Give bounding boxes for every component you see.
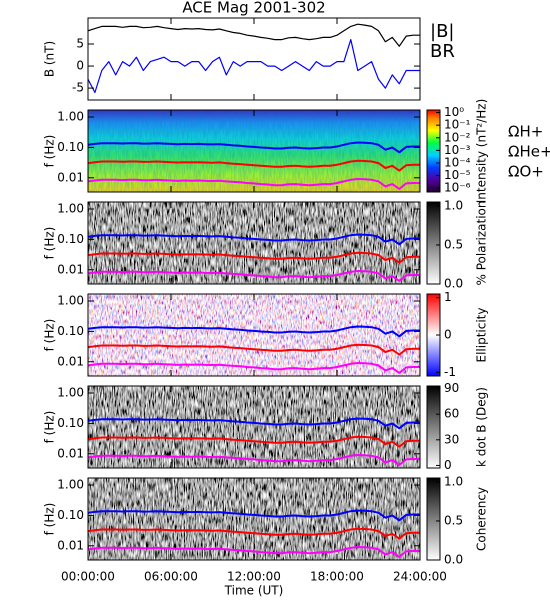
series-line bbox=[88, 509, 420, 522]
colorbar-tick-label: 10⁰ bbox=[444, 105, 464, 119]
y-tick-label: -5 bbox=[72, 81, 84, 95]
y-axis-label: f (Hz) bbox=[43, 319, 57, 352]
colorbar-tick-label: 0.0 bbox=[444, 553, 463, 567]
x-tick-label: 24:00:00 bbox=[393, 570, 447, 584]
y-tick-label: 1.00 bbox=[57, 478, 84, 492]
colorbar-tick-label: 1 bbox=[444, 290, 452, 304]
colorbar-label: % Polarization bbox=[475, 201, 489, 286]
y-tick-label: 0.10 bbox=[57, 140, 84, 154]
panel bbox=[88, 23, 420, 94]
series-line bbox=[88, 270, 420, 282]
colorbar bbox=[426, 201, 441, 285]
legend-label: ΩO+ bbox=[508, 163, 544, 181]
series-line bbox=[88, 527, 420, 540]
colorbar bbox=[426, 385, 441, 469]
colorbar-tick-label: 10⁻⁶ bbox=[444, 181, 471, 195]
series-line bbox=[88, 141, 420, 154]
colorbar-tick-label: 10⁻¹ bbox=[444, 118, 471, 132]
colorbar-tick-label: 0 bbox=[444, 328, 452, 342]
colorbar-tick-label: 0.5 bbox=[444, 237, 463, 251]
x-tick-label: 12:00:00 bbox=[227, 570, 281, 584]
series-line bbox=[88, 546, 420, 558]
series-line bbox=[88, 159, 420, 172]
y-tick-label: 0.01 bbox=[57, 170, 84, 184]
series-line bbox=[88, 325, 420, 338]
x-tick-label: 00:00:00 bbox=[61, 570, 115, 584]
colorbar-tick-label: 10⁻² bbox=[444, 130, 471, 144]
panel bbox=[88, 478, 420, 560]
legend-label: |B| bbox=[430, 21, 454, 42]
colorbar-tick-label: 10⁻⁵ bbox=[444, 168, 471, 182]
legend-label: ΩHe+ bbox=[508, 143, 550, 161]
colorbar-label: Ellipticity bbox=[475, 308, 489, 363]
x-axis-label: Time (UT) bbox=[224, 584, 284, 598]
y-tick-label: 0.10 bbox=[57, 508, 84, 522]
panel bbox=[88, 202, 420, 284]
y-tick-label: 1.00 bbox=[57, 294, 84, 308]
y-tick-label: 0.01 bbox=[57, 354, 84, 368]
colorbar bbox=[426, 477, 441, 561]
colorbar-tick-label: -1 bbox=[444, 365, 456, 379]
series-line bbox=[88, 251, 420, 264]
colorbar-label: Coherency bbox=[475, 487, 489, 551]
series-line bbox=[88, 39, 420, 94]
y-tick-label: 0 bbox=[76, 59, 84, 73]
y-tick-label: 0.10 bbox=[57, 416, 84, 430]
colorbar-tick-label: 10⁻⁴ bbox=[444, 155, 471, 169]
chart-title: ACE Mag 2001-302 bbox=[182, 0, 325, 17]
colorbar-tick-label: 30 bbox=[444, 432, 459, 446]
panel bbox=[88, 110, 420, 192]
series-line bbox=[88, 343, 420, 356]
colorbar-label: Intensity (nT²/Hz) bbox=[475, 99, 489, 204]
y-tick-label: 0.10 bbox=[57, 232, 84, 246]
y-tick-label: 1.00 bbox=[57, 386, 84, 400]
colorbar-tick-label: 0.5 bbox=[444, 513, 463, 527]
series-line bbox=[88, 23, 420, 47]
y-tick-label: 5 bbox=[76, 37, 84, 51]
panel bbox=[88, 294, 420, 376]
y-tick-label: 0.01 bbox=[57, 262, 84, 276]
y-axis-label: f (Hz) bbox=[43, 227, 57, 260]
colorbar-tick-label: 60 bbox=[444, 407, 459, 421]
series-line bbox=[88, 178, 420, 190]
x-tick-label: 18:00:00 bbox=[310, 570, 364, 584]
y-axis-label: f (Hz) bbox=[43, 135, 57, 168]
colorbar-tick-label: 90 bbox=[444, 381, 459, 395]
colorbar bbox=[426, 109, 441, 193]
legend-label: ΩH+ bbox=[508, 123, 543, 141]
series-line bbox=[88, 362, 420, 374]
series-line bbox=[88, 435, 420, 448]
colorbar-tick-label: 0.0 bbox=[444, 277, 463, 291]
colorbar-tick-label: 0 bbox=[444, 458, 452, 472]
y-axis-label: f (Hz) bbox=[43, 411, 57, 444]
colorbar-tick-label: 1.0 bbox=[444, 474, 463, 488]
colorbar-tick-label: 10⁻³ bbox=[444, 143, 471, 157]
colorbar-label: k dot B (Deg) bbox=[475, 387, 489, 467]
y-axis-label: f (Hz) bbox=[43, 503, 57, 536]
x-tick-label: 06:00:00 bbox=[144, 570, 198, 584]
series-line bbox=[88, 233, 420, 246]
panel bbox=[88, 386, 420, 468]
y-tick-label: 0.10 bbox=[57, 324, 84, 338]
y-tick-label: 1.00 bbox=[57, 110, 84, 124]
series-line bbox=[88, 454, 420, 466]
y-axis-label: B (nT) bbox=[43, 41, 57, 77]
y-tick-label: 1.00 bbox=[57, 202, 84, 216]
legend-label: BR bbox=[430, 41, 455, 62]
y-tick-label: 0.01 bbox=[57, 446, 84, 460]
series-line bbox=[88, 417, 420, 430]
colorbar-tick-label: 1.0 bbox=[444, 198, 463, 212]
y-tick-label: 0.01 bbox=[57, 538, 84, 552]
